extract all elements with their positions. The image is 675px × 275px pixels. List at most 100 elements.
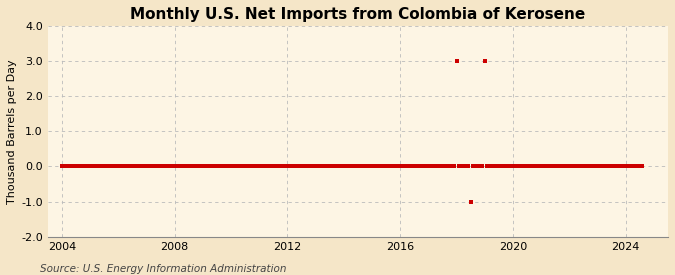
Point — [385, 164, 396, 169]
Point — [59, 164, 70, 169]
Point — [141, 164, 152, 169]
Point — [395, 164, 406, 169]
Point — [564, 164, 575, 169]
Point — [614, 164, 624, 169]
Point — [101, 164, 112, 169]
Point — [117, 164, 128, 169]
Point — [402, 164, 412, 169]
Point — [111, 164, 122, 169]
Point — [277, 164, 288, 169]
Point — [601, 164, 612, 169]
Point — [70, 164, 81, 169]
Point — [282, 164, 293, 169]
Point — [472, 164, 483, 169]
Point — [501, 164, 512, 169]
Point — [176, 164, 187, 169]
Point — [211, 164, 222, 169]
Point — [238, 164, 248, 169]
Point — [360, 164, 371, 169]
Point — [214, 164, 225, 169]
Point — [197, 164, 208, 169]
Point — [120, 164, 131, 169]
Point — [477, 164, 488, 169]
Point — [244, 164, 255, 169]
Point — [99, 164, 109, 169]
Point — [583, 164, 593, 169]
Point — [127, 164, 138, 169]
Point — [122, 164, 133, 169]
Point — [514, 164, 525, 169]
Point — [381, 164, 392, 169]
Point — [498, 164, 509, 169]
Point — [113, 164, 124, 169]
Point — [606, 164, 617, 169]
Point — [482, 164, 493, 169]
Point — [479, 59, 490, 63]
Point — [470, 164, 481, 169]
Point — [387, 164, 398, 169]
Point — [404, 164, 415, 169]
Point — [406, 164, 417, 169]
Point — [560, 164, 570, 169]
Point — [230, 164, 241, 169]
Point — [235, 164, 246, 169]
Title: Monthly U.S. Net Imports from Colombia of Kerosene: Monthly U.S. Net Imports from Colombia o… — [130, 7, 585, 22]
Point — [533, 164, 544, 169]
Point — [308, 164, 319, 169]
Point — [465, 199, 476, 204]
Point — [414, 164, 425, 169]
Point — [188, 164, 199, 169]
Point — [324, 164, 335, 169]
Point — [87, 164, 98, 169]
Point — [566, 164, 577, 169]
Point — [609, 164, 620, 169]
Point — [468, 164, 479, 169]
Point — [233, 164, 244, 169]
Point — [519, 164, 530, 169]
Point — [78, 164, 88, 169]
Point — [625, 164, 636, 169]
Point — [350, 164, 361, 169]
Point — [376, 164, 387, 169]
Point — [550, 164, 561, 169]
Point — [355, 164, 366, 169]
Point — [383, 164, 394, 169]
Point — [157, 164, 168, 169]
Point — [310, 164, 321, 169]
Point — [68, 164, 79, 169]
Point — [444, 164, 455, 169]
Point — [315, 164, 326, 169]
Point — [179, 164, 190, 169]
Point — [585, 164, 596, 169]
Point — [341, 164, 352, 169]
Point — [439, 164, 450, 169]
Point — [637, 164, 647, 169]
Point — [228, 164, 239, 169]
Point — [221, 164, 232, 169]
Point — [618, 164, 629, 169]
Point — [73, 164, 84, 169]
Point — [555, 164, 566, 169]
Point — [371, 164, 382, 169]
Point — [336, 164, 347, 169]
Point — [397, 164, 408, 169]
Point — [592, 164, 603, 169]
Point — [174, 164, 185, 169]
Point — [270, 164, 281, 169]
Point — [505, 164, 516, 169]
Point — [296, 164, 307, 169]
Point — [331, 164, 342, 169]
Point — [134, 164, 144, 169]
Point — [362, 164, 373, 169]
Point — [303, 164, 314, 169]
Point — [207, 164, 217, 169]
Point — [348, 164, 358, 169]
Point — [209, 164, 220, 169]
Point — [587, 164, 598, 169]
Point — [242, 164, 253, 169]
Point — [167, 164, 178, 169]
Point — [97, 164, 107, 169]
Point — [475, 164, 485, 169]
Point — [510, 164, 520, 169]
Point — [256, 164, 267, 169]
